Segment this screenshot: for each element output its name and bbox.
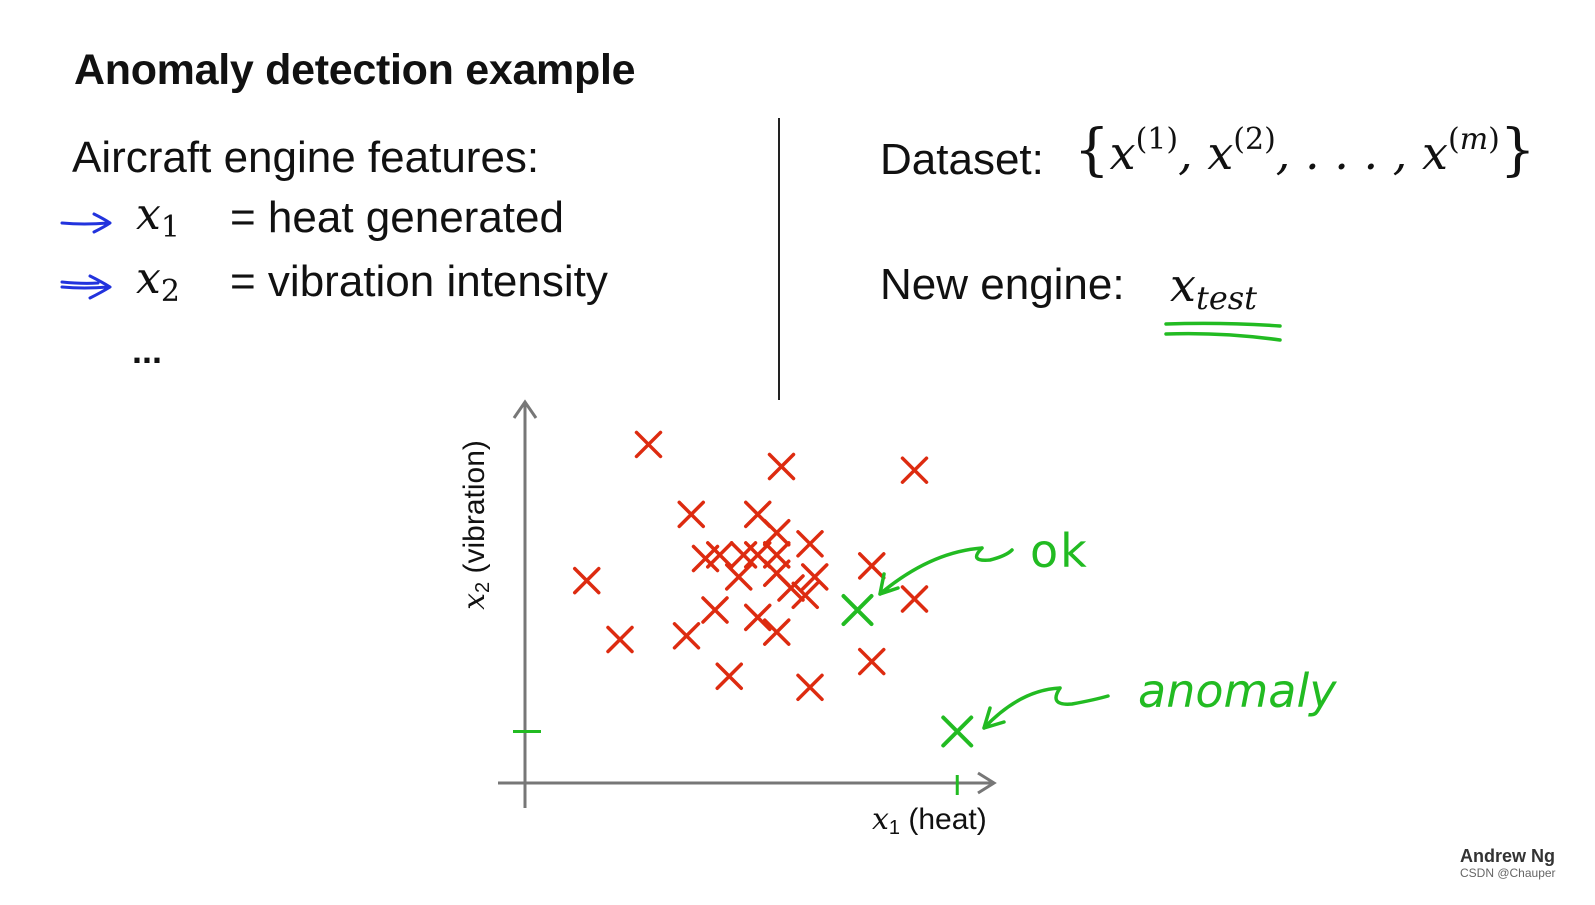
- data-point-x-mark-19: [796, 530, 824, 558]
- y-axis-label: x2 (vibration): [457, 440, 494, 610]
- dataset-set-notation: {x(1), x(2), . . . , x(m)}: [1074, 118, 1536, 183]
- data-point-x-mark-3: [672, 622, 701, 650]
- data-point-x-mark-0: [634, 430, 663, 459]
- data-point-x-mark-21: [767, 452, 796, 481]
- data-point-x-mark-4: [677, 500, 705, 529]
- data-point-x-mark-6: [706, 541, 734, 569]
- new-point-x-mark-0: [841, 594, 874, 627]
- feature-description: = heat generated: [230, 193, 564, 242]
- data-point-x-mark-20: [801, 563, 829, 591]
- new-engine-label: New engine:: [880, 260, 1125, 309]
- data-point-x-mark-10: [725, 563, 753, 591]
- blue-arrow-icon: [60, 274, 112, 300]
- data-point-x-mark-15: [744, 603, 772, 632]
- data-point-x-mark-7: [701, 596, 729, 624]
- xtest-underline: [1164, 321, 1282, 328]
- slide-title: Anomaly detection example: [74, 46, 636, 94]
- data-point-x-mark-25: [900, 456, 929, 484]
- blue-arrow-icon: [60, 212, 112, 234]
- data-point-x-mark-16: [763, 618, 791, 646]
- feature-row-x2: x2 = vibration intensity: [58, 253, 758, 313]
- data-point-x-mark-8: [715, 662, 743, 691]
- features-ellipsis: ...: [132, 330, 163, 371]
- annotation-ok: ok: [1030, 524, 1089, 578]
- data-point-x-mark-2: [606, 625, 634, 654]
- column-divider: [778, 118, 780, 400]
- xtest-underline-2: [1164, 331, 1282, 342]
- anomaly-arrow: [982, 686, 1110, 730]
- data-point-x-mark-18: [777, 574, 805, 602]
- data-point-x-mark-26: [900, 585, 929, 613]
- data-point-x-mark-1: [573, 566, 601, 595]
- data-point-x-mark-9: [729, 541, 758, 569]
- new-point-x-mark-1: [941, 715, 974, 748]
- data-point-x-mark-27: [791, 581, 819, 610]
- watermark: CSDN @Chauper: [1460, 866, 1556, 880]
- features-heading: Aircraft engine features:: [72, 133, 540, 182]
- data-point-x-mark-23: [858, 552, 886, 580]
- x-axis: [498, 771, 997, 795]
- x-test-variable: xtest: [1170, 258, 1258, 317]
- annotation-anomaly: anomaly: [1138, 664, 1337, 718]
- data-point-x-mark-22: [796, 673, 824, 702]
- data-point-x-mark-24: [858, 647, 886, 676]
- ok-arrow: [878, 546, 1014, 596]
- x-axis-label: x1 (heat): [872, 802, 987, 839]
- dataset-label: Dataset:: [880, 135, 1044, 184]
- feature-row-x1: x1 = heat generated: [58, 189, 758, 249]
- feature-variable: x1: [136, 189, 180, 245]
- data-point-x-mark-13: [763, 519, 791, 547]
- feature-description: = vibration intensity: [230, 257, 608, 306]
- author-credit: Andrew Ng: [1460, 846, 1556, 866]
- y-axis: [512, 399, 538, 808]
- feature-variable: x2: [136, 253, 180, 309]
